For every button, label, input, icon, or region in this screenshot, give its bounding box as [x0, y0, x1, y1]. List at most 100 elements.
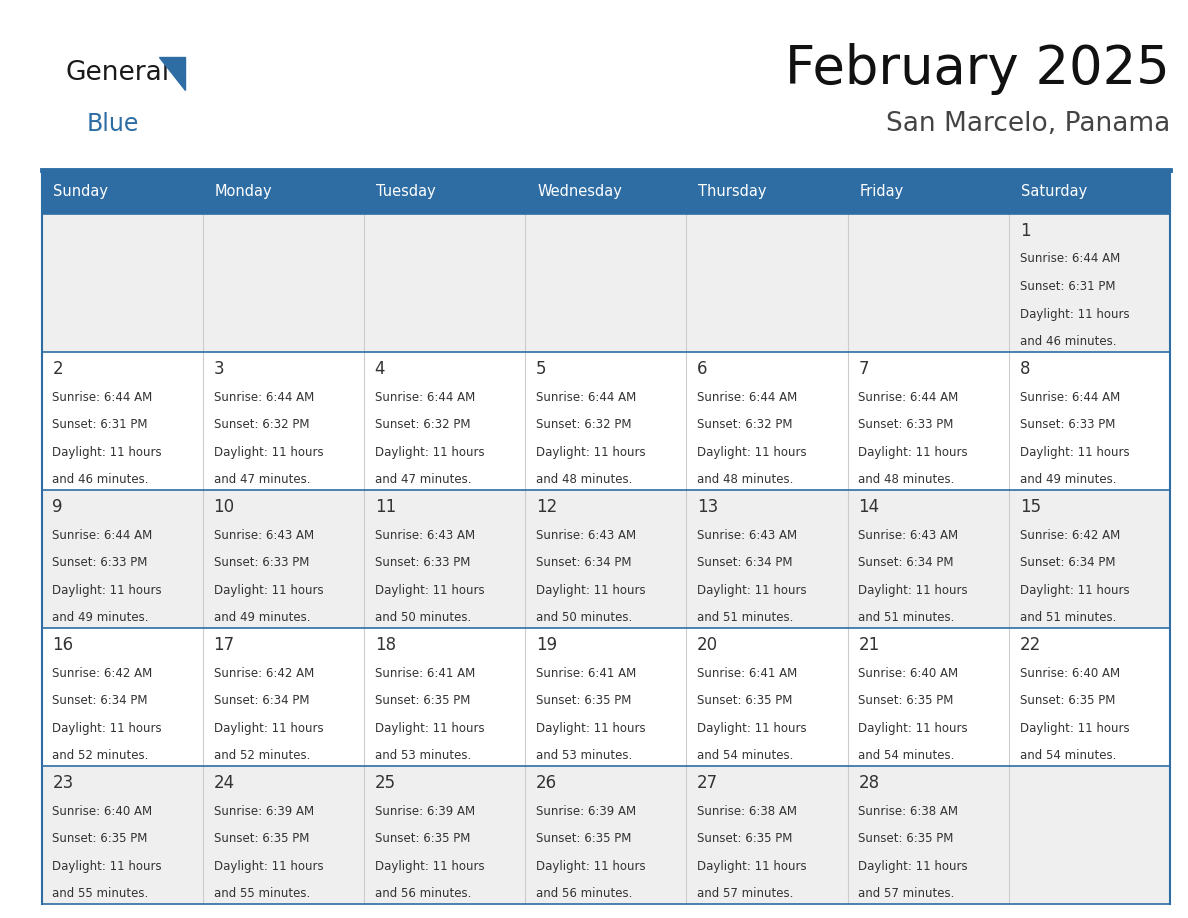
Text: Sunrise: 6:44 AM: Sunrise: 6:44 AM	[859, 390, 959, 404]
Text: Sunrise: 6:44 AM: Sunrise: 6:44 AM	[52, 390, 152, 404]
Text: Sunset: 6:35 PM: Sunset: 6:35 PM	[52, 833, 147, 845]
Text: and 51 minutes.: and 51 minutes.	[1019, 611, 1116, 624]
Text: Tuesday: Tuesday	[375, 185, 436, 199]
Text: Sunrise: 6:44 AM: Sunrise: 6:44 AM	[52, 529, 152, 542]
Text: Sunset: 6:31 PM: Sunset: 6:31 PM	[1019, 280, 1116, 293]
Text: Daylight: 11 hours: Daylight: 11 hours	[859, 722, 968, 734]
Text: Friday: Friday	[860, 185, 904, 199]
Text: Sunset: 6:35 PM: Sunset: 6:35 PM	[536, 833, 631, 845]
Text: Sunset: 6:35 PM: Sunset: 6:35 PM	[214, 833, 309, 845]
Text: San Marcelo, Panama: San Marcelo, Panama	[886, 111, 1170, 137]
Text: Sunset: 6:35 PM: Sunset: 6:35 PM	[374, 694, 470, 707]
Text: Sunrise: 6:42 AM: Sunrise: 6:42 AM	[52, 666, 152, 679]
Text: and 56 minutes.: and 56 minutes.	[536, 888, 632, 901]
Text: Daylight: 11 hours: Daylight: 11 hours	[697, 860, 807, 873]
Bar	[203, 170, 364, 214]
Text: Sunset: 6:33 PM: Sunset: 6:33 PM	[1019, 418, 1116, 431]
Text: Sunrise: 6:41 AM: Sunrise: 6:41 AM	[536, 666, 637, 679]
Text: 18: 18	[374, 636, 396, 655]
Text: 5: 5	[536, 360, 546, 378]
Text: Daylight: 11 hours: Daylight: 11 hours	[214, 860, 323, 873]
Text: and 54 minutes.: and 54 minutes.	[697, 749, 794, 762]
Text: 26: 26	[536, 775, 557, 792]
Bar	[42, 352, 1170, 490]
Text: 25: 25	[374, 775, 396, 792]
Text: and 50 minutes.: and 50 minutes.	[536, 611, 632, 624]
Text: 2: 2	[52, 360, 63, 378]
Text: Daylight: 11 hours: Daylight: 11 hours	[374, 584, 485, 597]
Bar	[42, 490, 1170, 628]
Text: Daylight: 11 hours: Daylight: 11 hours	[697, 722, 807, 734]
Text: Daylight: 11 hours: Daylight: 11 hours	[52, 445, 162, 459]
Text: 27: 27	[697, 775, 719, 792]
Text: Sunrise: 6:44 AM: Sunrise: 6:44 AM	[536, 390, 637, 404]
Text: Sunset: 6:35 PM: Sunset: 6:35 PM	[1019, 694, 1116, 707]
Text: Daylight: 11 hours: Daylight: 11 hours	[536, 445, 645, 459]
Text: Wednesday: Wednesday	[537, 185, 623, 199]
Text: 21: 21	[859, 636, 879, 655]
Text: and 53 minutes.: and 53 minutes.	[536, 749, 632, 762]
Bar	[1009, 170, 1170, 214]
Text: Daylight: 11 hours: Daylight: 11 hours	[52, 584, 162, 597]
Text: and 47 minutes.: and 47 minutes.	[374, 473, 472, 487]
Text: 14: 14	[859, 498, 879, 516]
Text: Sunrise: 6:40 AM: Sunrise: 6:40 AM	[1019, 666, 1120, 679]
Text: and 49 minutes.: and 49 minutes.	[1019, 473, 1117, 487]
Text: Daylight: 11 hours: Daylight: 11 hours	[1019, 722, 1130, 734]
Bar	[848, 170, 1009, 214]
Text: and 48 minutes.: and 48 minutes.	[697, 473, 794, 487]
Text: and 52 minutes.: and 52 minutes.	[52, 749, 148, 762]
Text: 12: 12	[536, 498, 557, 516]
Text: Sunrise: 6:42 AM: Sunrise: 6:42 AM	[214, 666, 314, 679]
Bar	[525, 170, 687, 214]
Text: Daylight: 11 hours: Daylight: 11 hours	[697, 584, 807, 597]
Text: and 48 minutes.: and 48 minutes.	[859, 473, 955, 487]
Text: Daylight: 11 hours: Daylight: 11 hours	[859, 860, 968, 873]
Polygon shape	[159, 57, 185, 90]
Text: Sunset: 6:35 PM: Sunset: 6:35 PM	[697, 833, 792, 845]
Text: Sunset: 6:35 PM: Sunset: 6:35 PM	[859, 833, 954, 845]
Text: Sunset: 6:34 PM: Sunset: 6:34 PM	[536, 556, 632, 569]
Text: 11: 11	[374, 498, 396, 516]
Text: Daylight: 11 hours: Daylight: 11 hours	[536, 584, 645, 597]
Text: Sunset: 6:32 PM: Sunset: 6:32 PM	[697, 418, 792, 431]
Text: Saturday: Saturday	[1020, 185, 1087, 199]
Text: and 46 minutes.: and 46 minutes.	[52, 473, 148, 487]
Text: and 53 minutes.: and 53 minutes.	[374, 749, 470, 762]
Text: Sunset: 6:33 PM: Sunset: 6:33 PM	[52, 556, 147, 569]
Text: and 57 minutes.: and 57 minutes.	[859, 888, 955, 901]
Text: Daylight: 11 hours: Daylight: 11 hours	[374, 722, 485, 734]
Text: and 46 minutes.: and 46 minutes.	[1019, 335, 1117, 348]
Text: Sunset: 6:34 PM: Sunset: 6:34 PM	[52, 694, 147, 707]
Text: and 56 minutes.: and 56 minutes.	[374, 888, 472, 901]
Text: Sunrise: 6:43 AM: Sunrise: 6:43 AM	[697, 529, 797, 542]
Text: Daylight: 11 hours: Daylight: 11 hours	[374, 860, 485, 873]
Text: 16: 16	[52, 636, 74, 655]
Text: Sunset: 6:35 PM: Sunset: 6:35 PM	[374, 833, 470, 845]
Text: Sunset: 6:34 PM: Sunset: 6:34 PM	[859, 556, 954, 569]
Text: Daylight: 11 hours: Daylight: 11 hours	[536, 860, 645, 873]
Text: Sunrise: 6:41 AM: Sunrise: 6:41 AM	[374, 666, 475, 679]
Text: Sunrise: 6:44 AM: Sunrise: 6:44 AM	[697, 390, 797, 404]
Text: Sunrise: 6:38 AM: Sunrise: 6:38 AM	[859, 805, 959, 818]
Text: Sunset: 6:35 PM: Sunset: 6:35 PM	[536, 694, 631, 707]
Text: Sunrise: 6:42 AM: Sunrise: 6:42 AM	[1019, 529, 1120, 542]
Text: and 49 minutes.: and 49 minutes.	[214, 611, 310, 624]
Text: Daylight: 11 hours: Daylight: 11 hours	[214, 584, 323, 597]
Text: Daylight: 11 hours: Daylight: 11 hours	[1019, 308, 1130, 320]
Text: 28: 28	[859, 775, 879, 792]
Text: Daylight: 11 hours: Daylight: 11 hours	[859, 584, 968, 597]
Text: Sunrise: 6:43 AM: Sunrise: 6:43 AM	[859, 529, 959, 542]
Text: Sunset: 6:33 PM: Sunset: 6:33 PM	[859, 418, 954, 431]
Text: Sunset: 6:33 PM: Sunset: 6:33 PM	[214, 556, 309, 569]
Text: and 57 minutes.: and 57 minutes.	[697, 888, 794, 901]
Text: Blue: Blue	[87, 112, 139, 136]
Text: and 49 minutes.: and 49 minutes.	[52, 611, 148, 624]
Text: and 54 minutes.: and 54 minutes.	[859, 749, 955, 762]
Text: and 55 minutes.: and 55 minutes.	[214, 888, 310, 901]
Text: Sunset: 6:34 PM: Sunset: 6:34 PM	[697, 556, 792, 569]
Text: Sunrise: 6:40 AM: Sunrise: 6:40 AM	[52, 805, 152, 818]
Text: Sunset: 6:34 PM: Sunset: 6:34 PM	[1019, 556, 1116, 569]
Text: 15: 15	[1019, 498, 1041, 516]
Text: and 55 minutes.: and 55 minutes.	[52, 888, 148, 901]
